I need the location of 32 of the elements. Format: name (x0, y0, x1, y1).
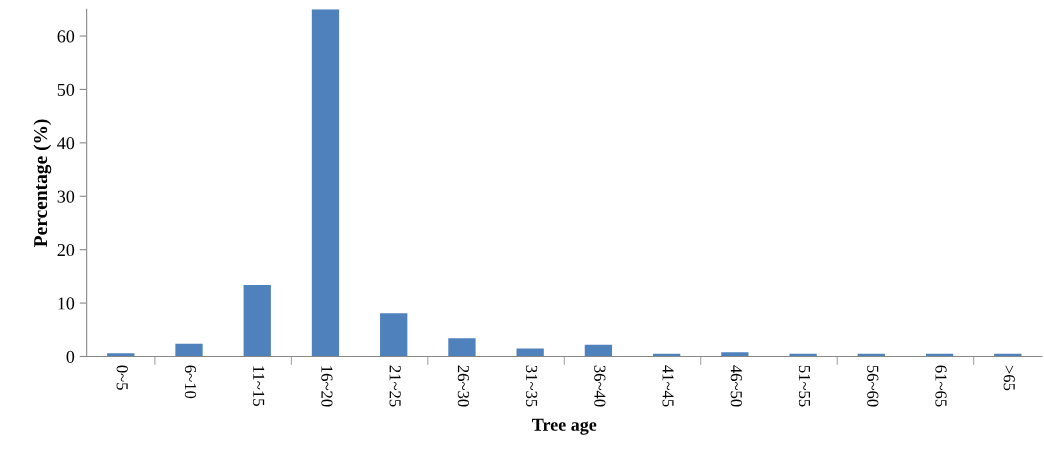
x-tick-label: 11~15 (253, 366, 265, 406)
x-tick-label: 46~50 (730, 365, 742, 407)
x-tick-label: 61~65 (935, 365, 947, 407)
y-tick-label: 0 (66, 350, 75, 363)
y-axis-title: Percentage (%) (33, 119, 52, 247)
y-tick-label: 10 (58, 297, 75, 310)
x-tick-label: 16~20 (321, 366, 333, 407)
bar (380, 313, 408, 357)
x-tick-label: 36~40 (594, 365, 606, 407)
x-tick-label: 21~25 (389, 365, 401, 407)
y-tick-label: 30 (57, 190, 75, 203)
x-tick-label: 51~55 (798, 365, 811, 407)
x-tick-label: 41~45 (662, 365, 674, 407)
bar (243, 284, 271, 357)
x-tick-label: 31~35 (525, 365, 538, 407)
x-tick-label: >65 (1003, 365, 1015, 391)
bar (311, 9, 340, 357)
bar (107, 353, 135, 357)
x-tick-label: 6~10 (184, 365, 197, 399)
bar (584, 344, 613, 357)
y-tick-label: 20 (57, 243, 75, 257)
x-tick-label: 56~60 (867, 365, 879, 407)
x-tick-label: 26~30 (457, 365, 470, 407)
bar (516, 348, 544, 357)
bar (721, 352, 749, 357)
bar (175, 343, 203, 357)
y-tick-label: 60 (57, 30, 75, 43)
bar (448, 338, 476, 357)
x-axis-title: Tree age (532, 418, 597, 435)
x-tick-label: 0~5 (116, 365, 128, 390)
y-tick-label: 50 (57, 83, 75, 96)
y-tick-label: 40 (57, 137, 75, 150)
